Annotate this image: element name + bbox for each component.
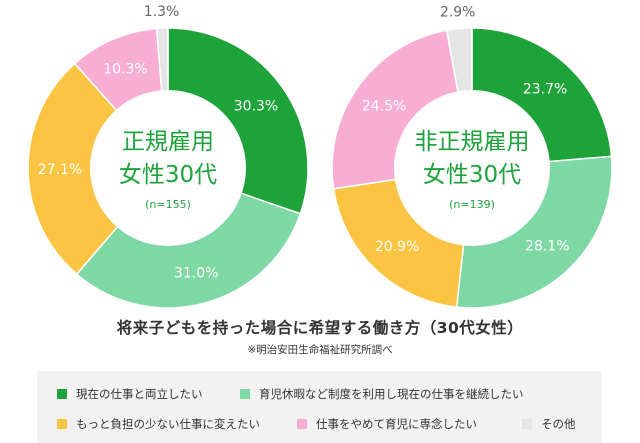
slice-label: 2.9%	[440, 5, 476, 21]
slice-label: 30.3%	[234, 98, 278, 114]
slice-label: 28.1%	[525, 238, 569, 254]
slice-label: 31.0%	[174, 265, 218, 281]
legend-item-balance: 現在の仕事と両立したい	[57, 386, 203, 402]
legend-label: 仕事をやめて育児に専念したい	[316, 417, 477, 431]
legend: 現在の仕事と両立したい 育児休暇など制度を利用し現在の仕事を継続したい もっと負…	[37, 371, 602, 443]
slice-label: 1.3%	[144, 4, 180, 20]
legend-swatch	[522, 419, 532, 429]
legend-label: 現在の仕事と両立したい	[76, 387, 203, 401]
legend-swatch	[57, 389, 67, 399]
source-note: ※明治安田生命福祉研究所調べ	[247, 344, 393, 356]
center-title-line-1: 非正規雇用	[415, 129, 530, 155]
legend-item-quit: 仕事をやめて育児に専念したい	[297, 416, 477, 432]
legend-item-continue-with-leave: 育児休暇など制度を利用し現在の仕事を継続したい	[240, 386, 524, 402]
slice-label: 10.3%	[103, 62, 147, 78]
sample-size-label: (n=155)	[145, 198, 191, 211]
center-title-line-2: 女性30代	[423, 162, 521, 188]
slice-label: 20.9%	[375, 239, 419, 255]
legend-label: 育児休暇など制度を利用し現在の仕事を継続したい	[259, 387, 524, 401]
legend-label: その他	[541, 417, 576, 431]
legend-label: もっと負担の少ない仕事に変えたい	[76, 417, 260, 431]
donut-hole	[394, 90, 550, 246]
chart-title: 将来子どもを持った場合に希望する働き方（30代女性）	[116, 319, 524, 337]
slice-label: 27.1%	[38, 162, 82, 178]
legend-swatch	[57, 419, 67, 429]
legend-item-other: その他	[522, 416, 576, 432]
slice-label: 23.7%	[523, 82, 567, 98]
legend-swatch	[297, 419, 307, 429]
donut-hole	[90, 90, 246, 246]
slice-label: 24.5%	[362, 98, 406, 114]
legend-item-lighter-job: もっと負担の少ない仕事に変えたい	[57, 416, 260, 432]
center-title-line-1: 正規雇用	[122, 129, 214, 155]
sample-size-label: (n=139)	[449, 198, 495, 211]
center-title-line-2: 女性30代	[119, 162, 217, 188]
legend-swatch	[240, 389, 250, 399]
